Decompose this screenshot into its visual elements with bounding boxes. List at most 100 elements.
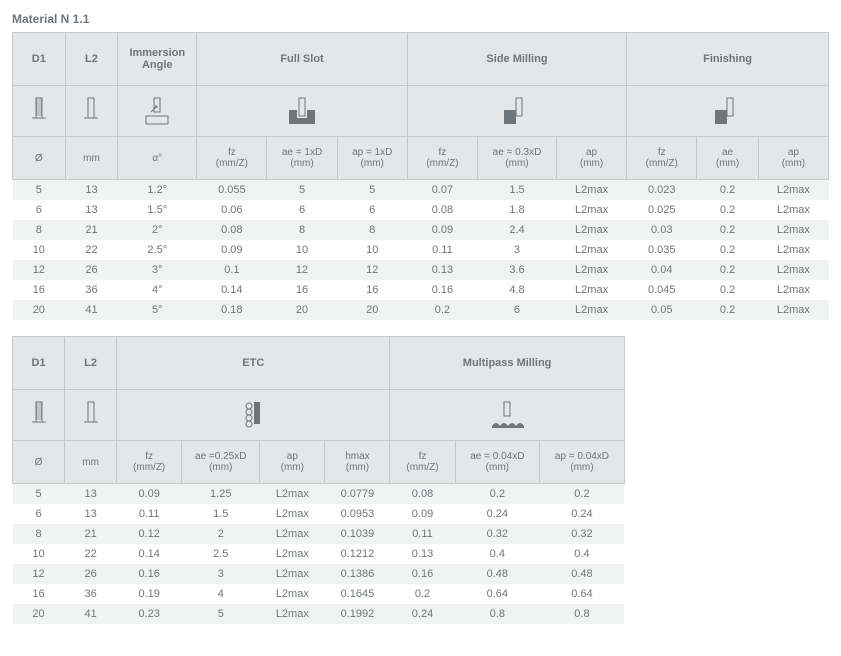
- cell: 36: [65, 584, 117, 604]
- col-finishing: Finishing: [627, 33, 829, 86]
- cell: 0.023: [627, 180, 697, 201]
- cell: 0.8: [455, 604, 540, 624]
- cell: L2max: [758, 300, 828, 320]
- cell: 20: [267, 300, 337, 320]
- cell: 22: [65, 240, 118, 260]
- cell: 6: [267, 200, 337, 220]
- cell: 8: [13, 524, 65, 544]
- table-row: 20410.235L2max0.19920.240.80.8: [13, 604, 625, 624]
- cell: 0.2: [697, 200, 758, 220]
- cell: 10: [267, 240, 337, 260]
- cell: 26: [65, 564, 117, 584]
- table-row: 5130.091.25L2max0.07790.080.20.2: [13, 484, 625, 505]
- cell: 0.16: [117, 564, 182, 584]
- cell: 0.8: [540, 604, 625, 624]
- cell: 0.13: [407, 260, 477, 280]
- cell: 13: [65, 180, 118, 201]
- cell: 13: [65, 484, 117, 505]
- table-row: 10220.142.5L2max0.12120.130.40.4: [13, 544, 625, 564]
- cell: L2max: [758, 260, 828, 280]
- cell: 1.5: [478, 180, 557, 201]
- cell: 16: [337, 280, 407, 300]
- cell: 12: [267, 260, 337, 280]
- table-row: 10222.5°0.0910100.113L2max0.0350.2L2max: [13, 240, 829, 260]
- cell: L2max: [758, 200, 828, 220]
- table-row: 12263°0.112120.133.6L2max0.040.2L2max: [13, 260, 829, 280]
- cell: 0.14: [197, 280, 267, 300]
- cell: 0.4: [455, 544, 540, 564]
- cell: 5: [13, 180, 66, 201]
- unit: mm: [65, 441, 117, 484]
- cell: 36: [65, 280, 118, 300]
- unit: ae(mm): [697, 137, 758, 180]
- cell: 0.0779: [325, 484, 390, 505]
- cell: 41: [65, 300, 118, 320]
- cell: 0.16: [390, 564, 455, 584]
- cell: 0.11: [390, 524, 455, 544]
- cell: 1.25: [182, 484, 260, 505]
- table-row: 16360.194L2max0.16450.20.640.64: [13, 584, 625, 604]
- cell: 20: [13, 604, 65, 624]
- cell: 6: [337, 200, 407, 220]
- multi-icon: [390, 390, 624, 441]
- cell: 2: [182, 524, 260, 544]
- col-d1: D1: [13, 337, 65, 390]
- cell: L2max: [260, 484, 325, 505]
- cell: 2.5: [182, 544, 260, 564]
- cell: 5: [337, 180, 407, 201]
- cell: 12: [337, 260, 407, 280]
- cell: 6: [478, 300, 557, 320]
- cell: 3.6: [478, 260, 557, 280]
- cell: 0.32: [540, 524, 625, 544]
- cell: 0.64: [540, 584, 625, 604]
- cell: 0.11: [407, 240, 477, 260]
- cell: 0.24: [540, 504, 625, 524]
- cell: 0.1645: [325, 584, 390, 604]
- table-row: 8210.122L2max0.10390.110.320.32: [13, 524, 625, 544]
- table-row: 20415°0.1820200.26L2max0.050.2L2max: [13, 300, 829, 320]
- cell: L2max: [260, 524, 325, 544]
- cell: 0.025: [627, 200, 697, 220]
- col-multi: Multipass Milling: [390, 337, 624, 390]
- unit: α°: [118, 137, 197, 180]
- unit: ap = 0.04xD(mm): [540, 441, 625, 484]
- cell: 10: [13, 240, 66, 260]
- cell: 21: [65, 220, 118, 240]
- page-title: Material N 1.1: [12, 12, 829, 26]
- unit: fz(mm/Z): [627, 137, 697, 180]
- unit: ap(mm): [758, 137, 828, 180]
- immersion-icon: [118, 86, 197, 137]
- cell: 10: [13, 544, 65, 564]
- cell: L2max: [758, 180, 828, 201]
- fullslot-icon: [197, 86, 408, 137]
- cell: L2max: [556, 260, 626, 280]
- cell: 0.1992: [325, 604, 390, 624]
- unit: ae = 0.3xD(mm): [478, 137, 557, 180]
- unit: mm: [65, 137, 118, 180]
- cell: 6: [13, 200, 66, 220]
- cell: L2max: [758, 240, 828, 260]
- cell: 13: [65, 504, 117, 524]
- cell: 0.1386: [325, 564, 390, 584]
- cell: 0.07: [407, 180, 477, 201]
- cell: 0.035: [627, 240, 697, 260]
- col-l2: L2: [65, 33, 118, 86]
- cell: 3°: [118, 260, 197, 280]
- cell: 0.2: [407, 300, 477, 320]
- cell: 16: [267, 280, 337, 300]
- cell: 0.2: [697, 300, 758, 320]
- cell: 4°: [118, 280, 197, 300]
- cell: 2.4: [478, 220, 557, 240]
- cell: 3: [478, 240, 557, 260]
- d1-icon: [13, 390, 65, 441]
- cell: 0.1039: [325, 524, 390, 544]
- cell: 0.2: [697, 220, 758, 240]
- unit: ap = 1xD(mm): [337, 137, 407, 180]
- cell: L2max: [556, 240, 626, 260]
- cell: 0.4: [540, 544, 625, 564]
- cell: L2max: [260, 564, 325, 584]
- cell: 0.2: [540, 484, 625, 505]
- col-fullslot: Full Slot: [197, 33, 408, 86]
- cell: 0.2: [697, 260, 758, 280]
- cell: 0.2: [455, 484, 540, 505]
